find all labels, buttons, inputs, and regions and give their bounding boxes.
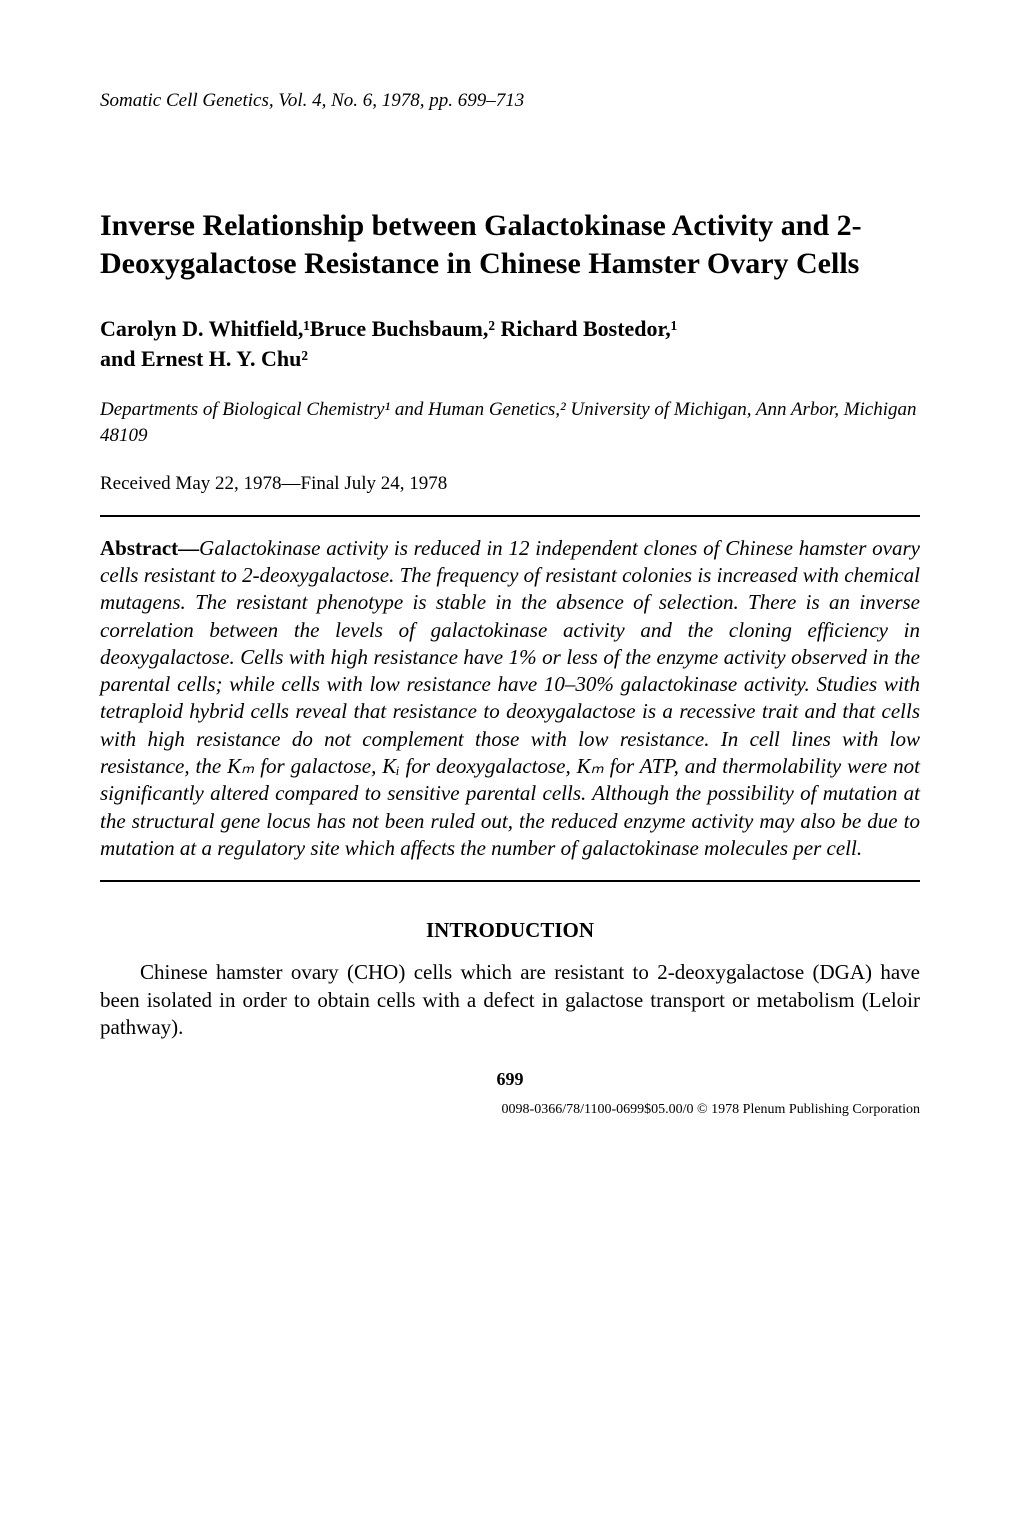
abstract-label: Abstract— — [100, 536, 199, 560]
authors-line-2: and Ernest H. Y. Chu² — [100, 346, 308, 371]
copyright-line: 0098-0366/78/1100-0699$05.00/0 © 1978 Pl… — [100, 1102, 920, 1118]
divider-top — [100, 515, 920, 517]
received-dates: Received May 22, 1978—Final July 24, 197… — [100, 473, 920, 495]
authors: Carolyn D. Whitfield,¹Bruce Buchsbaum,² … — [100, 314, 920, 373]
authors-line-1: Carolyn D. Whitfield,¹Bruce Buchsbaum,² … — [100, 316, 677, 341]
journal-header: Somatic Cell Genetics, Vol. 4, No. 6, 19… — [100, 90, 920, 112]
body-paragraph: Chinese hamster ovary (CHO) cells which … — [100, 959, 920, 1041]
abstract-text: Galactokinase activity is reduced in 12 … — [100, 536, 920, 860]
abstract: Abstract—Galactokinase activity is reduc… — [100, 535, 920, 863]
page-number: 699 — [100, 1069, 920, 1090]
affiliation: Departments of Biological Chemistry¹ and… — [100, 397, 920, 448]
section-heading-introduction: INTRODUCTION — [100, 918, 920, 943]
divider-bottom — [100, 880, 920, 882]
article-title: Inverse Relationship between Galactokina… — [100, 207, 920, 282]
